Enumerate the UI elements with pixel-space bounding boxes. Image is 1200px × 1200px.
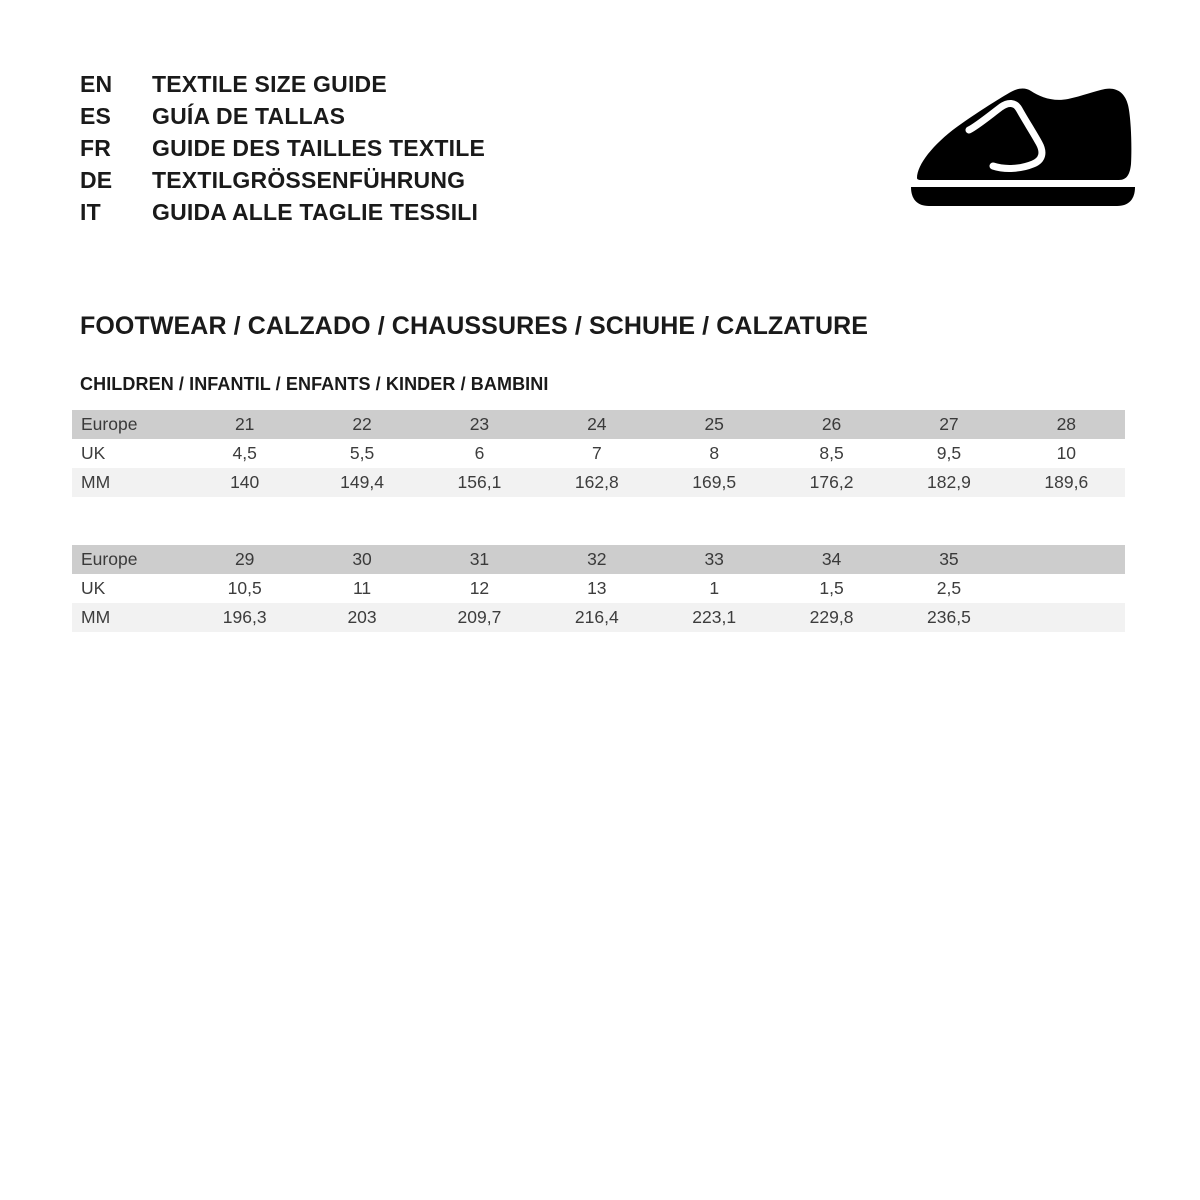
table-cell: 1,5 xyxy=(819,578,844,598)
table-cell: 10,5 xyxy=(227,578,262,598)
language-row: FR GUIDE DES TAILLES TEXTILE xyxy=(80,132,700,164)
language-header-block: EN TEXTILE SIZE GUIDE ES GUÍA DE TALLAS … xyxy=(80,68,700,228)
table-cell-empty xyxy=(1008,545,1125,574)
table-cell: 23 xyxy=(469,414,490,434)
row-label: UK xyxy=(81,578,106,598)
table-row: MM 140 149,4 156,1 162,8 169,5 176,2 182… xyxy=(72,468,1125,497)
language-code: FR xyxy=(80,135,112,161)
language-row: EN TEXTILE SIZE GUIDE xyxy=(80,68,700,100)
language-label: GUIDE DES TAILLES TEXTILE xyxy=(152,135,485,161)
language-code: ES xyxy=(80,103,112,129)
table-cell: 6 xyxy=(474,443,485,463)
row-label: Europe xyxy=(81,414,138,434)
table-row: UK 10,5 11 12 13 1 1,5 2,5 xyxy=(72,574,1125,603)
language-label: TEXTILGRÖSSENFÜHRUNG xyxy=(152,167,466,193)
table-cell: 189,6 xyxy=(1044,472,1089,492)
table-cell: 229,8 xyxy=(809,607,854,627)
table-cell: 12 xyxy=(469,578,490,598)
table-cell: 24 xyxy=(587,414,607,434)
row-label: MM xyxy=(81,607,111,627)
table-cell: 176,2 xyxy=(809,472,854,492)
section-title-footwear: FOOTWEAR / CALZADO / CHAUSSURES / SCHUHE… xyxy=(80,312,869,340)
table-cell: 236,5 xyxy=(927,607,971,627)
row-label: MM xyxy=(81,472,111,492)
table-cell: 209,7 xyxy=(457,607,502,627)
table-cell: 13 xyxy=(587,578,607,598)
table-cell: 35 xyxy=(939,549,959,569)
table-cell: 7 xyxy=(591,443,602,463)
table-cell: 34 xyxy=(821,549,842,569)
row-label: Europe xyxy=(81,549,138,569)
table-cell: 8 xyxy=(709,443,720,463)
language-code: EN xyxy=(80,71,113,97)
table-cell: 8,5 xyxy=(819,443,844,463)
size-table-children-29-35: Europe 29 30 31 32 33 34 35 UK 10,5 11 1… xyxy=(72,545,1125,632)
table-cell: 182,9 xyxy=(927,472,971,492)
language-code: DE xyxy=(80,167,113,193)
shoe-icon xyxy=(905,60,1145,220)
table-cell: 10 xyxy=(1056,443,1077,463)
subsection-title-children: CHILDREN / INFANTIL / ENFANTS / KINDER /… xyxy=(80,374,549,394)
language-label: GUÍA DE TALLAS xyxy=(152,103,346,129)
table-cell: 149,4 xyxy=(340,472,384,492)
language-code: IT xyxy=(80,199,101,225)
table-cell: 216,4 xyxy=(574,607,619,627)
table-cell: 169,5 xyxy=(692,472,737,492)
table-cell: 33 xyxy=(704,549,724,569)
table-row: MM 196,3 203 209,7 216,4 223,1 229,8 236… xyxy=(72,603,1125,632)
table-cell: 32 xyxy=(587,549,607,569)
table-row: Europe 21 22 23 24 25 26 27 28 xyxy=(72,410,1125,439)
table-cell: 162,8 xyxy=(574,472,619,492)
table-cell: 4,5 xyxy=(232,443,257,463)
table-cell: 1 xyxy=(709,578,720,598)
table-cell: 27 xyxy=(939,414,959,434)
size-table-children-21-28: Europe 21 22 23 24 25 26 27 28 UK 4,5 5,… xyxy=(72,410,1125,497)
table-cell: 156,1 xyxy=(457,472,502,492)
table-cell: 2,5 xyxy=(936,578,962,598)
table-row: Europe 29 30 31 32 33 34 35 xyxy=(72,545,1125,574)
table-cell: 223,1 xyxy=(692,607,737,627)
table-cell: 196,3 xyxy=(222,607,267,627)
table-cell: 21 xyxy=(234,414,255,434)
table-cell: 11 xyxy=(352,578,372,598)
table-cell-empty xyxy=(1008,574,1125,603)
table-cell: 26 xyxy=(821,414,842,434)
table-cell: 28 xyxy=(1056,414,1077,434)
table-cell: 30 xyxy=(352,549,372,569)
table-row: UK 4,5 5,5 6 7 8 8,5 9,5 10 xyxy=(72,439,1125,468)
row-label: UK xyxy=(81,443,106,463)
table-cell: 29 xyxy=(234,549,255,569)
language-label: GUIDA ALLE TAGLIE TESSILI xyxy=(152,199,479,225)
table-cell: 5,5 xyxy=(349,443,375,463)
table-cell: 22 xyxy=(352,414,372,434)
table-cell: 140 xyxy=(230,472,260,492)
table-cell: 25 xyxy=(704,414,724,434)
language-label: TEXTILE SIZE GUIDE xyxy=(152,71,387,97)
language-row: ES GUÍA DE TALLAS xyxy=(80,100,700,132)
table-cell: 31 xyxy=(469,549,490,569)
table-cell: 9,5 xyxy=(936,443,962,463)
table-cell-empty xyxy=(1008,603,1125,632)
table-cell: 203 xyxy=(347,607,377,627)
language-row: DE TEXTILGRÖSSENFÜHRUNG xyxy=(80,164,700,196)
language-row: IT GUIDA ALLE TAGLIE TESSILI xyxy=(80,196,700,228)
